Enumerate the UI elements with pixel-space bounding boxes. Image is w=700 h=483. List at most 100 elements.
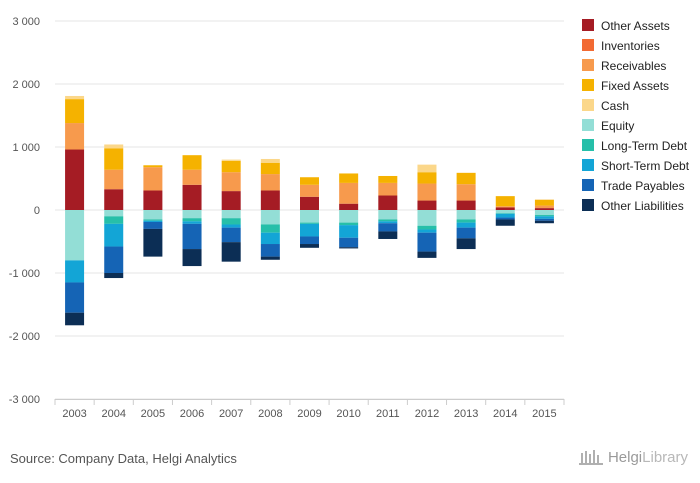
bar-segment xyxy=(534,216,554,219)
bar-segment xyxy=(260,190,280,210)
x-tick-label: 2010 xyxy=(336,408,360,420)
x-tick-label: 2014 xyxy=(493,408,517,420)
bar-segment xyxy=(456,222,476,228)
legend-label: Cash xyxy=(601,99,629,113)
bar-segment xyxy=(143,219,163,221)
axes: 3 000 2 000 1 000 0 -1 000 -2 000 -3 000 2003 20… xyxy=(9,16,565,420)
bar-segment xyxy=(182,223,202,250)
legend-swatch xyxy=(582,159,594,171)
bar-segment xyxy=(378,175,398,183)
bar-segment xyxy=(221,210,241,219)
bar-segment xyxy=(339,210,359,223)
bar-segment xyxy=(221,242,241,262)
legend-swatch xyxy=(582,19,594,31)
bar-segment xyxy=(495,207,515,210)
bar-segment xyxy=(339,182,359,204)
bar-segment xyxy=(221,160,241,173)
legend-label: Short-Term Debt xyxy=(601,159,690,173)
x-tick-label: 2011 xyxy=(376,408,400,420)
bar-segment xyxy=(104,210,124,217)
bar-segment xyxy=(534,210,554,216)
bar-segment xyxy=(104,144,124,149)
bar-segment xyxy=(221,224,241,228)
bar-segment xyxy=(182,210,202,219)
y-tick-label: 3 000 xyxy=(12,16,40,28)
bar-segment xyxy=(182,218,202,222)
bar-segment xyxy=(456,200,476,210)
bar-segment xyxy=(534,208,554,210)
legend-label: Inventories xyxy=(601,39,660,53)
legend-swatch xyxy=(582,79,594,91)
bar-segment xyxy=(104,223,124,247)
y-tick-label: 0 xyxy=(34,205,40,217)
bar-segment xyxy=(260,232,280,245)
bar-segment xyxy=(300,210,319,223)
bars xyxy=(65,95,554,326)
legend-label: Receivables xyxy=(601,59,666,73)
bar-segment xyxy=(339,222,359,226)
legend-swatch xyxy=(582,39,594,51)
bar-segment xyxy=(417,229,437,233)
x-tick-label: 2007 xyxy=(219,408,243,420)
bar-segment xyxy=(260,174,280,191)
bar-segment xyxy=(300,222,319,224)
bar-segment xyxy=(300,236,319,245)
legend-label: Other Liabilities xyxy=(601,199,684,213)
y-tick-label: -1 000 xyxy=(9,268,40,280)
brand-name-helgi: Helgi xyxy=(607,448,643,466)
x-tick-label: 2012 xyxy=(415,408,439,420)
bar-segment xyxy=(456,219,476,223)
bar-segment xyxy=(417,210,437,226)
bar-segment xyxy=(417,232,437,252)
legend-swatch xyxy=(582,119,594,131)
bar-segment xyxy=(182,184,202,210)
bar-segment xyxy=(378,210,398,220)
bar-segment xyxy=(260,256,280,260)
bar-segment xyxy=(339,247,359,249)
bar-segment xyxy=(339,203,359,210)
bar-segment xyxy=(104,246,124,273)
bar-segment xyxy=(65,99,85,124)
bar-segment xyxy=(143,220,163,222)
legend-swatch xyxy=(582,139,594,151)
bar-segment xyxy=(300,223,319,237)
bar-segment xyxy=(417,164,437,173)
x-tick-label: 2005 xyxy=(141,408,165,420)
legend-label: Trade Payables xyxy=(601,179,685,193)
legend-swatch xyxy=(582,99,594,111)
bar-segment xyxy=(417,200,437,210)
bar-segment xyxy=(221,191,241,210)
bar-segment xyxy=(182,169,202,185)
bar-segment xyxy=(65,260,85,283)
bar-segment xyxy=(339,225,359,238)
bar-segment xyxy=(378,182,398,196)
bar-segment xyxy=(339,237,359,248)
bar-segment xyxy=(495,213,515,214)
bar-segment xyxy=(260,224,280,233)
bar-segment xyxy=(534,215,554,217)
bar-segment xyxy=(378,223,398,232)
bar-segment xyxy=(300,184,319,197)
bar-segment xyxy=(300,177,319,185)
legend-label: Long-Term Debt xyxy=(601,139,688,153)
y-tick-label: -2 000 xyxy=(9,331,40,343)
bar-segment xyxy=(65,149,85,210)
legend-swatch xyxy=(582,59,594,71)
bar-segment xyxy=(182,221,202,224)
bar-segment xyxy=(104,148,124,170)
x-tick-label: 2008 xyxy=(258,408,282,420)
bar-segment xyxy=(260,210,280,225)
bar-segment xyxy=(534,199,554,200)
bar-segment xyxy=(65,210,85,261)
source-note: Source: Company Data, Helgi Analytics xyxy=(10,451,237,466)
bar-segment xyxy=(495,219,515,226)
bar-segment xyxy=(260,162,280,175)
bar-segment xyxy=(456,172,476,185)
legend-swatch xyxy=(582,199,594,211)
bar-segment xyxy=(456,184,476,201)
legend-label: Fixed Assets xyxy=(601,79,669,93)
bar-segment xyxy=(534,205,554,209)
brand-name-library: Library xyxy=(642,448,688,466)
bar-segment xyxy=(182,249,202,267)
